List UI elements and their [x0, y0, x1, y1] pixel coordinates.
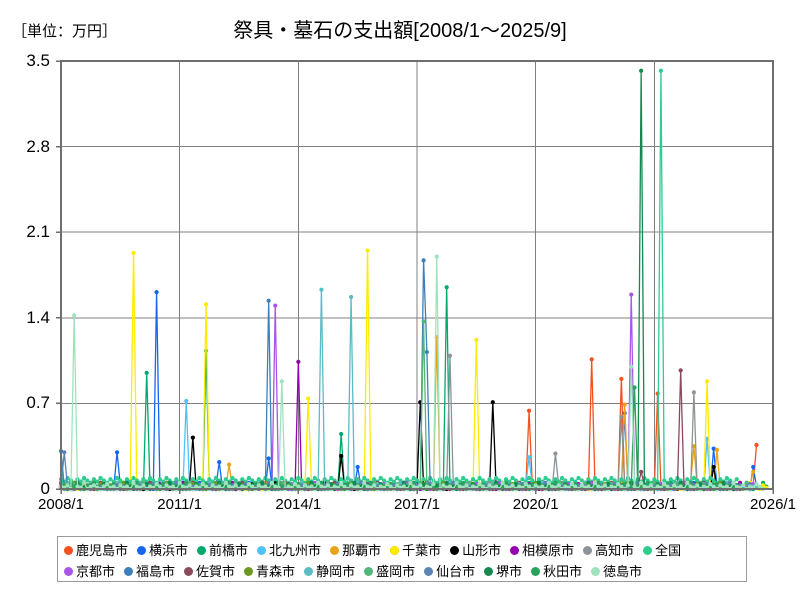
- legend-item[interactable]: 那覇市: [330, 544, 381, 557]
- series-2: [58, 285, 769, 492]
- legend-label: 盛岡市: [376, 564, 416, 579]
- legend-item[interactable]: 全国: [643, 544, 681, 557]
- y-tick-label: 1.4: [26, 307, 50, 327]
- legend-swatch-icon: [330, 546, 340, 555]
- series-17: [58, 68, 743, 492]
- y-tick-label: 0: [40, 479, 50, 498]
- y-tick-label: 2.1: [26, 222, 50, 242]
- page-title: 祭具・墓石の支出額[2008/1〜2025/9]: [233, 20, 567, 42]
- legend-swatch-icon: [484, 567, 494, 576]
- legend-swatch-icon: [531, 567, 541, 576]
- legend-row-1: 鹿児島市 横浜市 前橋市 北九州市 那覇市 千葉市 山形市 相模原市 高知市 全国: [64, 540, 740, 561]
- legend-swatch-icon: [304, 567, 314, 576]
- legend-swatch-icon: [390, 546, 400, 555]
- series-11: [58, 258, 756, 492]
- series-4: [58, 335, 756, 492]
- legend-item[interactable]: 堺市: [484, 565, 522, 578]
- y-tick-label: 2.8: [26, 136, 50, 156]
- legend-label: 京都市: [76, 564, 116, 579]
- legend-label: 佐賀市: [196, 564, 236, 579]
- legend-item[interactable]: 京都市: [64, 565, 115, 578]
- legend-swatch-icon: [137, 546, 147, 555]
- legend[interactable]: 鹿児島市 横浜市 前橋市 北九州市 那覇市 千葉市 山形市 相模原市 高知市 全国 京都市 福島市 佐…: [57, 536, 747, 582]
- legend-label: 那覇市: [342, 543, 382, 558]
- legend-label: 千葉市: [402, 543, 442, 558]
- legend-label: 青森市: [256, 564, 296, 579]
- legend-item[interactable]: 山形市: [450, 544, 501, 557]
- legend-swatch-icon: [64, 546, 73, 555]
- series-10: [58, 292, 759, 492]
- legend-item[interactable]: 福島市: [124, 565, 175, 578]
- legend-label: 横浜市: [149, 543, 189, 558]
- x-tick-label: 2008/1: [38, 496, 84, 513]
- legend-label: 高知市: [595, 543, 635, 558]
- y-tick-label: 0.7: [26, 393, 50, 413]
- x-tick-label: 2011/1: [157, 496, 203, 513]
- legend-swatch-icon: [257, 546, 267, 555]
- series-18: [58, 385, 739, 492]
- legend-label: 北九州市: [269, 543, 322, 558]
- legend-item[interactable]: 高知市: [583, 544, 634, 557]
- series-7: [58, 359, 753, 492]
- legend-swatch-icon: [244, 567, 254, 576]
- legend-item[interactable]: 仙台市: [424, 565, 475, 578]
- y-tick-label: 3.5: [26, 51, 50, 70]
- legend-label: 山形市: [462, 543, 502, 558]
- legend-swatch-icon: [424, 567, 434, 576]
- unit-label: ［単位：万円］: [12, 23, 118, 40]
- legend-swatch-icon: [643, 546, 653, 555]
- x-tick-label: 2023/1: [631, 496, 678, 513]
- plot-frame: [56, 60, 774, 494]
- legend-swatch-icon: [64, 567, 73, 576]
- legend-label: 静岡市: [316, 564, 356, 579]
- legend-swatch-icon: [583, 546, 593, 555]
- legend-swatch-icon: [510, 546, 520, 555]
- legend-swatch-icon: [450, 546, 460, 555]
- legend-item[interactable]: 横浜市: [137, 544, 188, 557]
- legend-label: 仙台市: [436, 564, 476, 579]
- legend-label: 堺市: [496, 564, 523, 579]
- legend-item[interactable]: 北九州市: [257, 544, 321, 557]
- gridlines: [61, 60, 773, 490]
- series-8: [58, 353, 749, 492]
- legend-label: 相模原市: [522, 543, 575, 558]
- legend-item[interactable]: 徳島市: [591, 565, 642, 578]
- legend-item[interactable]: 千葉市: [390, 544, 441, 557]
- legend-item[interactable]: 鹿児島市: [64, 544, 128, 557]
- legend-item[interactable]: 前橋市: [197, 544, 248, 557]
- legend-label: 前橋市: [209, 543, 249, 558]
- legend-swatch-icon: [364, 567, 374, 576]
- x-tick-label: 2020/1: [512, 496, 559, 513]
- x-tick-label: 2026/1: [750, 496, 796, 513]
- legend-swatch-icon: [124, 567, 134, 576]
- legend-item[interactable]: 静岡市: [304, 565, 355, 578]
- series-9: [58, 68, 739, 485]
- legend-swatch-icon: [591, 567, 601, 576]
- series-1: [58, 290, 759, 492]
- legend-item[interactable]: 秋田市: [531, 565, 582, 578]
- x-tick-label: 2014/1: [275, 496, 322, 513]
- legend-swatch-icon: [197, 546, 207, 555]
- series-0: [58, 357, 759, 492]
- series-12: [58, 368, 749, 492]
- legend-item[interactable]: 青森市: [244, 565, 295, 578]
- legend-item[interactable]: 佐賀市: [184, 565, 235, 578]
- legend-label: 秋田市: [543, 564, 583, 579]
- legend-item[interactable]: 相模原市: [510, 544, 574, 557]
- legend-swatch-icon: [184, 567, 194, 576]
- legend-label: 全国: [655, 543, 682, 558]
- legend-row-2: 京都市 福島市 佐賀市 青森市 静岡市 盛岡市 仙台市 堺市 秋田市 徳島市: [64, 561, 740, 582]
- legend-label: 福島市: [136, 564, 176, 579]
- legend-label: 徳島市: [603, 564, 643, 579]
- series-layer: [58, 68, 769, 492]
- legend-label: 鹿児島市: [76, 543, 129, 558]
- x-tick-label: 2017/1: [394, 496, 440, 513]
- series-15: [58, 319, 753, 492]
- legend-item[interactable]: 盛岡市: [364, 565, 415, 578]
